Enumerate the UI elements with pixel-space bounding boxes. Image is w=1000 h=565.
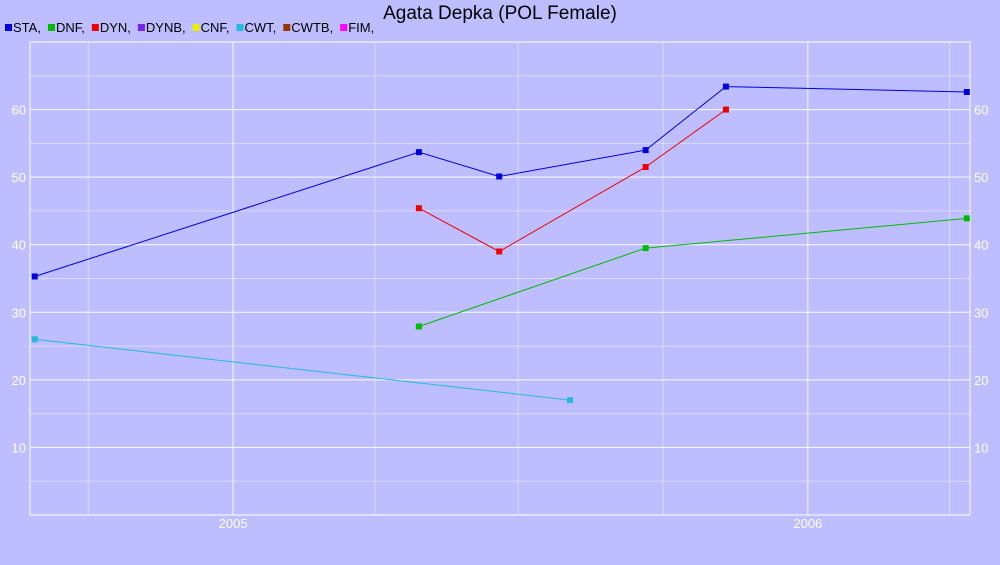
y-tick-label: 40 xyxy=(12,238,26,253)
data-point-dyn xyxy=(415,205,422,212)
data-point-sta xyxy=(31,273,38,280)
y-tick-label: 60 xyxy=(12,103,26,118)
legend-swatch xyxy=(236,24,244,31)
series-line-dyn xyxy=(418,109,727,253)
legend-label: DNF, xyxy=(56,20,85,35)
data-point-dyn xyxy=(642,164,649,171)
y-tick-label: 20 xyxy=(12,373,26,388)
legend-label: DYN, xyxy=(100,20,131,35)
series-line-cwt xyxy=(34,338,571,401)
plot-area xyxy=(29,41,971,516)
data-point-sta xyxy=(415,149,422,156)
legend-swatch xyxy=(340,24,348,31)
data-point-cwt xyxy=(31,336,38,343)
y-axis-right: 10 20 30 40 50 60 xyxy=(974,103,988,456)
legend-swatch xyxy=(137,24,145,31)
legend-label: DYNB, xyxy=(146,20,186,35)
data-point-sta xyxy=(642,147,649,154)
y-tick-label-right: 60 xyxy=(974,103,988,118)
x-tick-label: 2005 xyxy=(219,516,248,531)
chart-title: Agata Depka (POL Female) xyxy=(383,3,617,24)
data-point-dnf xyxy=(642,245,649,252)
y-axis-left: 10 20 30 40 50 60 xyxy=(12,103,26,456)
legend-label: CWTB, xyxy=(291,20,333,35)
y-tick-label: 30 xyxy=(12,305,26,320)
legend-label: STA, xyxy=(13,20,41,35)
series-line-sta xyxy=(34,86,967,277)
legend-swatch xyxy=(192,24,200,31)
y-tick-label-right: 50 xyxy=(974,170,988,185)
data-point-cwt xyxy=(567,397,574,404)
legend-swatch xyxy=(5,24,12,31)
y-tick-label-right: 20 xyxy=(974,373,988,388)
x-axis: 2005 2006 xyxy=(219,516,823,531)
y-tick-label: 50 xyxy=(12,170,26,185)
legend-swatch xyxy=(91,24,99,31)
y-tick-label-right: 30 xyxy=(974,305,988,320)
legend: STA, DNF, DYN, DYNB, CNF, CWT, CWTB, FIM, xyxy=(5,20,374,35)
x-tick-label: 2006 xyxy=(793,516,822,531)
data-point-dnf xyxy=(963,215,970,222)
legend-label: CWT, xyxy=(245,20,277,35)
data-point-sta xyxy=(722,83,729,90)
legend-label: FIM, xyxy=(348,20,374,35)
y-tick-label-right: 40 xyxy=(974,238,988,253)
data-point-dnf xyxy=(415,323,422,330)
data-point-dyn xyxy=(496,248,503,255)
series-group xyxy=(31,83,970,404)
data-point-sta xyxy=(963,89,970,96)
data-point-sta xyxy=(496,173,503,180)
y-tick-label: 10 xyxy=(12,440,26,455)
legend-swatch xyxy=(283,24,291,31)
y-tick-label-right: 10 xyxy=(974,440,988,455)
legend-swatch xyxy=(47,24,55,31)
data-point-dyn xyxy=(722,106,729,113)
legend-label: CNF, xyxy=(201,20,230,35)
